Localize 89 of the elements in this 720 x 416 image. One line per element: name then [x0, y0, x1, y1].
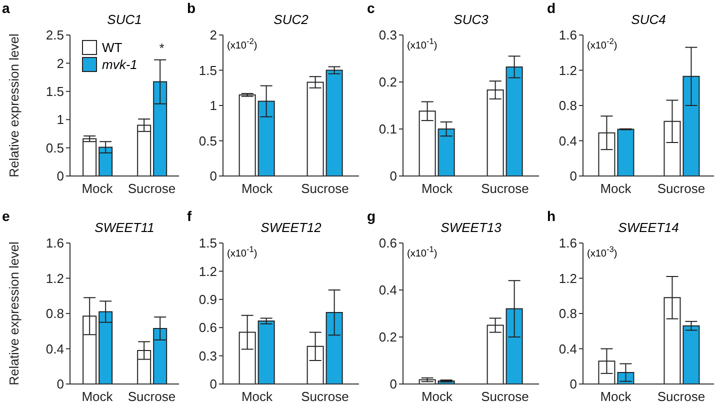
y-tick-label: 0.8 — [558, 98, 577, 114]
y-tick-label: 0.4 — [558, 341, 577, 356]
x-tick-label: Mock — [241, 389, 274, 404]
y-tick-label: 0 — [570, 376, 577, 392]
y-tick-label: 1.2 — [558, 62, 577, 78]
y-tick-label: 0 — [56, 376, 64, 392]
chart-title: SUC3 — [452, 12, 490, 27]
y-tick-label: 0 — [570, 168, 577, 184]
x-tick-label: Sucrose — [481, 181, 529, 196]
y-axis-title: Relative expression level — [6, 241, 22, 386]
x-tick-label: Sucrose — [657, 389, 706, 404]
y-tick-label: 0.5 — [46, 140, 64, 156]
y-tick-label: 1.6 — [558, 236, 577, 251]
annotation: (x10$^{-2}$) — [227, 36, 258, 52]
x-tick-label: Sucrose — [128, 389, 176, 404]
chart-title: SUC2 — [272, 12, 310, 27]
y-tick-label: 0.2 — [378, 330, 397, 345]
x-tick-label: Mock — [600, 181, 632, 196]
text: d — [547, 0, 556, 16]
bar — [682, 325, 700, 384]
bar — [238, 94, 256, 176]
text: g — [367, 208, 376, 224]
y-tick-label: 1.5 — [46, 84, 64, 100]
y-tick-label: 1.6 — [46, 236, 64, 251]
annotation: (x10$^{-2}$) — [587, 36, 618, 52]
chart-title: SUC1 — [106, 12, 143, 27]
y-tick-label: 0.4 — [46, 341, 64, 356]
x-tick-label: Mock — [241, 181, 274, 196]
x-tick-label: Sucrose — [128, 181, 176, 196]
y-tick-label: 0.9 — [198, 292, 217, 308]
y-tick-label: 1.6 — [558, 28, 577, 43]
y-tick-label: 0 — [210, 168, 217, 184]
bar — [617, 128, 634, 176]
y-tick-label: 2 — [210, 28, 217, 43]
x-tick-label: Sucrose — [301, 181, 349, 196]
y-tick-label: 1.2 — [198, 264, 217, 279]
text: c — [367, 0, 375, 16]
annotation: (x10$^{-1}$) — [227, 244, 258, 260]
text: h — [547, 208, 556, 224]
text: a — [2, 0, 10, 16]
text: f — [187, 208, 192, 224]
y-tick-label: 2.5 — [46, 28, 64, 43]
bar — [82, 138, 97, 176]
legend-label: WT — [102, 40, 122, 55]
x-tick-label: Sucrose — [301, 389, 349, 404]
chart-title: SWEET11 — [94, 220, 156, 235]
y-tick-label: 0.6 — [198, 320, 217, 336]
x-tick-label: Sucrose — [481, 389, 529, 404]
y-tick-label: 0.5 — [198, 133, 217, 148]
bar — [326, 70, 343, 176]
annotation: (x10$^{-1}$) — [407, 36, 438, 52]
chart-title: SWEET13 — [440, 220, 502, 235]
y-tick-label: 1.2 — [558, 270, 577, 286]
chart-title: SWEET12 — [260, 220, 322, 235]
y-tick-label: 0.3 — [378, 28, 397, 43]
y-tick-label: 1 — [56, 112, 64, 128]
x-tick-label: Mock — [600, 389, 632, 404]
y-tick-label: 0 — [210, 376, 217, 392]
y-tick-label: 0.6 — [378, 236, 397, 251]
y-tick-label: 1.5 — [198, 62, 217, 78]
annotation: * — [159, 40, 164, 56]
y-tick-label: 0.8 — [558, 306, 577, 322]
y-tick-label: 2 — [56, 56, 64, 71]
y-tick-label: 1 — [210, 98, 217, 114]
bar — [258, 320, 275, 384]
x-tick-label: Mock — [82, 389, 114, 404]
x-tick-label: Mock — [421, 181, 454, 196]
x-tick-label: Sucrose — [657, 181, 706, 196]
x-tick-label: Mock — [421, 389, 454, 404]
y-tick-label: 1.5 — [198, 236, 217, 251]
chart-title: SUC4 — [630, 12, 667, 27]
y-tick-label: 0 — [390, 168, 397, 184]
y-tick-label: 0 — [390, 376, 397, 392]
y-tick-label: 0.3 — [198, 348, 217, 364]
y-tick-label: 0.4 — [378, 282, 397, 298]
text: e — [2, 208, 10, 224]
y-axis-title: Relative expression level — [6, 33, 22, 178]
y-tick-label: 0.4 — [558, 133, 577, 148]
text: b — [187, 0, 196, 16]
legend-label: mvk-1 — [102, 57, 138, 72]
x-tick-label: Mock — [82, 181, 114, 196]
y-tick-label: 0.1 — [378, 122, 397, 137]
y-tick-label: 1.2 — [46, 270, 64, 286]
chart-title: SWEET14 — [617, 220, 680, 235]
y-tick-label: 0.2 — [378, 74, 397, 90]
y-tick-label: 0.8 — [46, 306, 64, 322]
y-tick-label: 0 — [56, 168, 64, 184]
annotation: (x10$^{-1}$) — [407, 244, 438, 260]
annotation: (x10$^{-3}$) — [587, 244, 618, 260]
